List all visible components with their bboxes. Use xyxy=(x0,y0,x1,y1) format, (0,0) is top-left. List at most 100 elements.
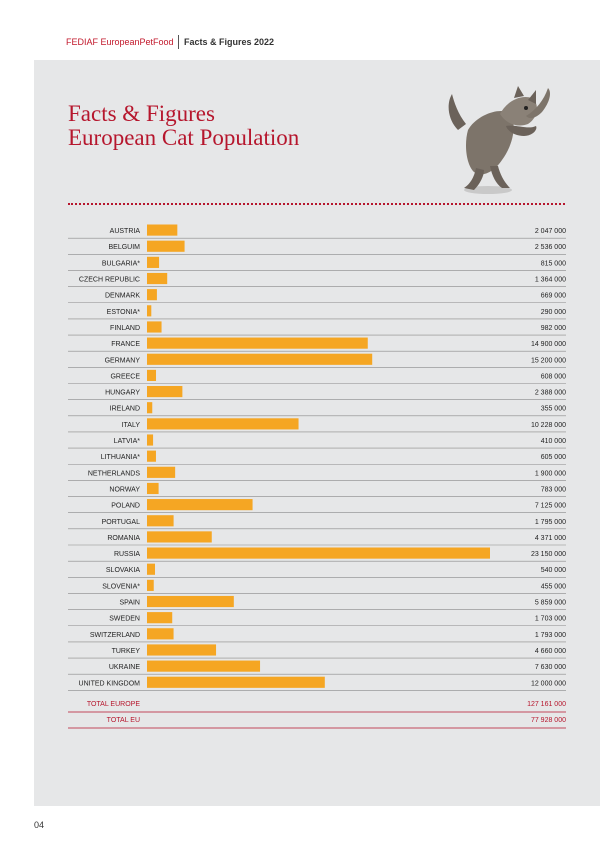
bar xyxy=(147,418,299,430)
category-label: FINLAND xyxy=(110,325,140,332)
value-label: 7 125 000 xyxy=(535,503,566,510)
category-label: TURKEY xyxy=(112,648,141,655)
value-label: 1 364 000 xyxy=(535,277,566,284)
total-label: TOTAL EU xyxy=(107,717,140,724)
bar xyxy=(147,272,168,285)
value-label: 7 630 000 xyxy=(535,664,566,671)
total-value: 127 161 000 xyxy=(527,701,566,708)
value-label: 14 900 000 xyxy=(531,341,566,348)
bar xyxy=(147,482,159,495)
value-label: 1 793 000 xyxy=(535,632,566,639)
category-label: SWITZERLAND xyxy=(90,632,140,639)
bar xyxy=(147,321,162,333)
category-label: HUNGARY xyxy=(105,390,140,397)
category-label: NORWAY xyxy=(109,486,140,493)
value-label: 540 000 xyxy=(541,567,566,574)
title-divider xyxy=(68,203,565,205)
page-title: Facts & Figures European Cat Population xyxy=(68,102,299,150)
brand-name: FEDIAF EuropeanPetFood xyxy=(66,37,174,47)
value-label: 2 047 000 xyxy=(535,228,566,235)
value-label: 815 000 xyxy=(541,260,566,267)
category-label: PORTUGAL xyxy=(102,519,140,526)
value-label: 355 000 xyxy=(541,406,566,413)
bar xyxy=(147,305,152,317)
value-label: 1 703 000 xyxy=(535,616,566,623)
bar xyxy=(147,337,368,349)
category-label: SPAIN xyxy=(120,600,141,607)
value-label: 605 000 xyxy=(541,454,566,461)
category-label: GERMANY xyxy=(105,357,141,364)
value-label: 4 371 000 xyxy=(535,535,566,542)
value-label: 982 000 xyxy=(541,325,566,332)
category-label: DENMARK xyxy=(105,293,140,300)
bar xyxy=(147,676,325,688)
value-label: 2 388 000 xyxy=(535,390,566,397)
category-label: ROMANIA xyxy=(107,535,140,542)
category-label: SLOVAKIA xyxy=(106,567,140,574)
value-label: 10 228 000 xyxy=(531,422,566,429)
bar xyxy=(147,515,174,527)
value-label: 5 859 000 xyxy=(535,600,566,607)
category-label: RUSSIA xyxy=(114,551,140,558)
total-label: TOTAL EUROPE xyxy=(87,701,140,708)
category-label: BULGARIA* xyxy=(102,260,140,267)
bar xyxy=(147,660,261,672)
value-label: 1 795 000 xyxy=(535,519,566,526)
category-label: ITALY xyxy=(122,422,141,429)
category-label: ESTONIA* xyxy=(107,309,141,316)
title-line-1: Facts & Figures xyxy=(68,101,215,126)
category-label: SLOVENIA* xyxy=(102,583,140,590)
bar xyxy=(147,386,183,398)
value-label: 608 000 xyxy=(541,373,566,380)
bar xyxy=(147,563,156,575)
cat-illustration-icon xyxy=(448,86,550,194)
bar xyxy=(147,531,212,543)
page-number: 04 xyxy=(34,820,45,830)
bar xyxy=(147,547,490,559)
bar xyxy=(147,224,178,236)
category-label: LATVIA* xyxy=(114,438,141,445)
bar xyxy=(147,466,176,478)
value-label: 669 000 xyxy=(541,293,566,300)
bar xyxy=(147,579,154,591)
category-label: UNITED KINGDOM xyxy=(79,680,141,687)
value-label: 410 000 xyxy=(541,438,566,445)
bar xyxy=(147,499,253,511)
bar xyxy=(147,434,154,446)
category-label: CZECH REPUBLIC xyxy=(79,277,140,284)
bar xyxy=(147,628,174,640)
bar xyxy=(147,256,160,268)
bar xyxy=(147,402,153,414)
category-label: GREECE xyxy=(110,373,140,380)
bar xyxy=(147,450,156,462)
value-label: 290 000 xyxy=(541,309,566,316)
total-value: 77 928 000 xyxy=(531,717,566,724)
value-label: 15 200 000 xyxy=(531,357,566,364)
value-label: 12 000 000 xyxy=(531,680,566,687)
value-label: 4 660 000 xyxy=(535,648,566,655)
category-label: LITHUANIA* xyxy=(101,454,141,461)
bar xyxy=(147,595,234,608)
category-label: SWEDEN xyxy=(109,616,140,623)
bar xyxy=(147,644,217,656)
bar xyxy=(147,289,157,301)
category-label: IRELAND xyxy=(110,406,140,413)
category-label: UKRAINE xyxy=(109,664,140,671)
value-label: 455 000 xyxy=(541,583,566,590)
category-label: FRANCE xyxy=(111,341,140,348)
publication-title: Facts & Figures 2022 xyxy=(184,37,275,47)
category-label: BELGUIM xyxy=(108,244,140,251)
title-line-2: European Cat Population xyxy=(68,125,300,150)
value-label: 2 536 000 xyxy=(535,244,566,251)
value-label: 23 150 000 xyxy=(531,551,566,558)
bar xyxy=(147,612,173,624)
header-tab xyxy=(34,30,324,60)
category-label: AUSTRIA xyxy=(110,228,141,235)
value-label: 783 000 xyxy=(541,486,566,493)
bar xyxy=(147,240,185,252)
bar xyxy=(147,353,373,365)
value-label: 1 900 000 xyxy=(535,470,566,477)
header-divider xyxy=(178,35,179,49)
category-label: NETHERLANDS xyxy=(88,470,140,477)
